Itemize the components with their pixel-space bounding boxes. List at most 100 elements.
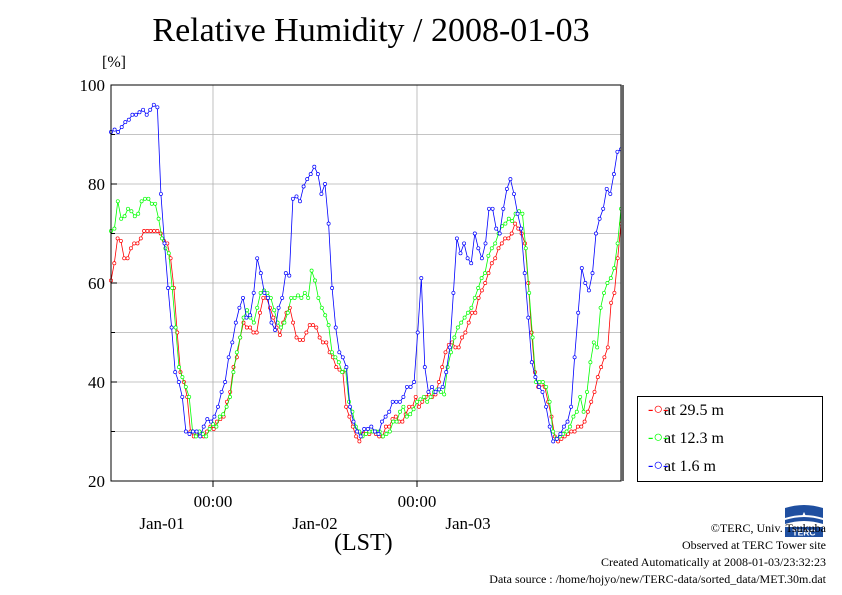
data-point: [134, 112, 138, 117]
data-point: [394, 399, 399, 404]
data-point: [381, 434, 385, 439]
data-point: [261, 295, 266, 300]
data-point: [601, 206, 606, 211]
data-point: [422, 365, 427, 370]
data-point: [180, 394, 185, 399]
grid-lines: [111, 85, 621, 481]
data-point: [383, 414, 388, 419]
data-point: [572, 355, 577, 360]
data-point: [430, 384, 434, 389]
data-point: [529, 360, 534, 365]
day-label: Jan-01: [139, 514, 184, 533]
data-point: [141, 107, 146, 112]
data-point: [612, 290, 617, 295]
y-tick-label: 80: [88, 175, 105, 194]
data-point: [527, 290, 532, 295]
data-point: [241, 295, 245, 300]
data-point: [440, 384, 445, 389]
data-point: [483, 271, 487, 276]
data-point: [455, 325, 460, 330]
data-point: [309, 268, 314, 273]
data-point: [170, 286, 175, 290]
data-point: [437, 387, 442, 392]
data-point: [224, 404, 229, 409]
data-point: [208, 419, 213, 424]
data-point: [472, 295, 477, 300]
data-point: [280, 295, 285, 300]
data-point: [234, 350, 239, 355]
data-point: [173, 370, 178, 375]
data-point: [320, 340, 325, 345]
data-point: [597, 216, 602, 221]
data-point: [561, 424, 566, 429]
data-point: [314, 325, 319, 330]
data-point: [315, 172, 320, 177]
data-point: [462, 315, 467, 320]
data-point: [390, 399, 395, 404]
data-point: [408, 384, 413, 389]
data-point: [258, 290, 263, 295]
data-point: [547, 424, 552, 429]
data-point: [415, 330, 420, 335]
data-point: [306, 295, 311, 300]
data-point: [330, 350, 334, 355]
data-point: [299, 295, 304, 300]
legend-label: at 29.5 m: [664, 402, 724, 419]
data-point: [269, 320, 274, 325]
data-point: [380, 419, 384, 424]
data-point: [355, 429, 360, 434]
data-point: [456, 345, 461, 350]
data-point: [544, 384, 549, 389]
copyright-text: ©TERC, Univ. Tsukuba: [710, 521, 826, 535]
data-point: [112, 226, 117, 231]
data-point: [462, 241, 467, 246]
data-point: [244, 325, 249, 330]
created-text: Created Automatically at 2008-01-03/23:3…: [601, 555, 826, 569]
y-axis-ticks: 20 40 60 80 100: [80, 76, 117, 491]
data-point: [499, 241, 504, 246]
data-point: [506, 216, 511, 221]
data-point: [294, 194, 299, 199]
data-point: [287, 273, 292, 278]
data-point: [425, 399, 430, 404]
data-point: [237, 305, 242, 310]
data-point: [443, 350, 448, 355]
data-point: [296, 293, 300, 298]
data-point: [595, 375, 600, 380]
data-point: [537, 384, 541, 389]
data-point: [211, 427, 216, 431]
data-point: [404, 414, 409, 419]
data-point: [579, 266, 584, 271]
data-point: [330, 286, 335, 290]
data-point: [277, 333, 282, 337]
data-point: [479, 256, 484, 261]
data-point: [272, 308, 277, 313]
data-point: [465, 256, 470, 261]
observed-text: Observed at TERC Tower site: [681, 538, 826, 552]
data-point: [522, 271, 527, 276]
data-point: [585, 389, 589, 394]
data-point: [479, 288, 484, 293]
data-point: [583, 281, 588, 285]
data-point: [358, 434, 363, 439]
data-point: [148, 229, 153, 233]
data-point: [238, 335, 243, 340]
data-point: [126, 206, 130, 211]
data-point: [152, 229, 157, 233]
data-point: [453, 345, 458, 350]
data-point: [504, 186, 509, 191]
legend-marker-icon: ‑○‑: [648, 401, 669, 418]
data-point: [564, 429, 569, 434]
data-point: [490, 206, 495, 211]
legend: ‑○‑ at 29.5 m ‑○‑ at 12.3 m ‑○‑ at 1.6 m: [637, 396, 823, 482]
data-point: [572, 429, 577, 434]
data-point: [590, 271, 595, 276]
data-point: [145, 229, 150, 233]
data-point: [129, 209, 134, 214]
data-point: [591, 340, 596, 345]
data-point: [166, 286, 171, 290]
data-point: [301, 337, 306, 342]
data-point: [565, 419, 570, 424]
data-point: [486, 253, 491, 258]
data-point: [483, 241, 488, 246]
